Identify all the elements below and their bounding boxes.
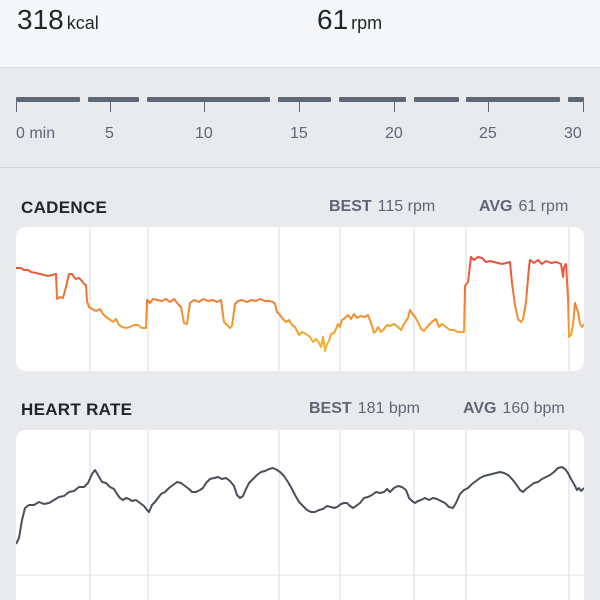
cadence-stat: 61 rpm (317, 4, 382, 36)
heart-rate-line (16, 466, 584, 545)
timeline-tick (110, 102, 111, 112)
timeline-segment (278, 97, 331, 102)
cadence-best: BEST 115 rpm (329, 198, 435, 216)
heart-rate-title: HEART RATE (21, 400, 133, 419)
timeline-label-10: 10 (195, 125, 213, 142)
timeline-segment (414, 97, 459, 102)
timeline-segment (466, 97, 560, 102)
timeline-tick (16, 102, 17, 112)
timeline-segment (147, 97, 270, 102)
timeline-tick (488, 102, 489, 112)
heart-rate-best-label: BEST (309, 400, 352, 417)
timeline-label-30: 30 (564, 125, 582, 142)
timeline-tick (204, 102, 205, 112)
section-divider (0, 167, 600, 168)
heart-rate-chart-card (16, 430, 584, 600)
heart-rate-avg-label: AVG (463, 400, 497, 417)
cadence-title: CADENCE (21, 198, 108, 217)
timeline-tick (299, 102, 300, 112)
calories-value: 318 (17, 4, 64, 35)
timeline-segment (16, 97, 80, 102)
timeline-segment (88, 97, 139, 102)
timeline-segment (339, 97, 406, 102)
cadence-line (16, 256, 584, 352)
cadence-avg-value: 61 rpm (518, 198, 569, 215)
cadence-stat-value: 61 (317, 4, 349, 35)
cadence-chart (16, 227, 584, 371)
cadence-stat-unit: rpm (351, 13, 383, 33)
stats-bar: 318 kcal 61 rpm (0, 0, 600, 68)
timeline-label-15: 15 (290, 125, 308, 142)
heart-rate-avg: AVG 160 bpm (463, 400, 565, 418)
timeline-tick (394, 102, 395, 112)
heart-rate-best-value: 181 bpm (357, 400, 420, 417)
cadence-avg: AVG 61 rpm (479, 198, 568, 216)
timeline-label-20: 20 (385, 125, 403, 142)
timeline-tick (583, 102, 584, 112)
heart-rate-chart (16, 430, 584, 600)
timeline-label-5: 5 (105, 125, 114, 142)
cadence-avg-label: AVG (479, 198, 513, 215)
timeline-label-25: 25 (479, 125, 497, 142)
cadence-best-value: 115 rpm (377, 198, 436, 215)
timeline-label-0: 0 min (16, 125, 56, 142)
heart-rate-avg-value: 160 bpm (502, 400, 565, 417)
cadence-chart-card (16, 227, 584, 371)
timeline-segment (568, 97, 584, 102)
calories-unit: kcal (66, 13, 99, 33)
calories-stat: 318 kcal (17, 4, 99, 36)
cadence-best-label: BEST (329, 198, 372, 215)
heart-rate-best: BEST 181 bpm (309, 400, 420, 418)
